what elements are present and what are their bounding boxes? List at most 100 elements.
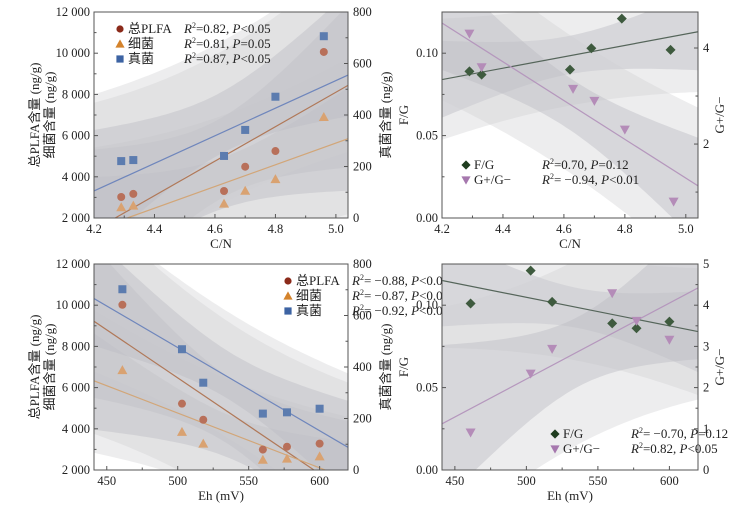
legend-stat: R2=0.70, P=0.12 — [541, 157, 629, 172]
stat-sup: 2 — [360, 288, 364, 297]
y-right-tick-label: 4 — [703, 41, 710, 55]
y-right-axis-label: G+/G− — [712, 348, 727, 385]
legend-marker — [461, 176, 471, 185]
data-point — [668, 197, 679, 207]
data-point — [117, 365, 128, 375]
legend-marker — [550, 445, 560, 454]
data-point — [241, 162, 250, 171]
stat-p-value: =0.12 — [698, 426, 728, 441]
y-left-tick-label: 10 000 — [56, 46, 90, 60]
data-point — [616, 13, 627, 24]
stat-r2-value: =0.82, — [196, 21, 233, 36]
prediction-band — [94, 264, 348, 470]
stat-r2-value: =0.82, — [643, 441, 680, 456]
plot-frame — [441, 11, 699, 219]
plot-background — [442, 12, 698, 218]
legend-stat: R2= −0.94, P<0.01 — [541, 172, 639, 187]
fit-line — [442, 287, 698, 425]
stat-sup: 2 — [360, 303, 364, 312]
stat-r2-value: =0.87, — [196, 51, 233, 66]
data-point — [631, 323, 642, 334]
stat-p-value: =0.05 — [241, 36, 271, 51]
data-point — [128, 200, 139, 210]
data-point — [476, 63, 487, 73]
x-tick-label: 4.4 — [147, 222, 163, 236]
legend-stat: R2= −0.70, P=0.12 — [630, 426, 728, 441]
y-left-tick-label: 0.00 — [416, 211, 438, 225]
y-left-tick-label: 4 000 — [62, 422, 90, 436]
data-point — [315, 404, 324, 413]
stat-sup: 2 — [192, 36, 196, 45]
y-right-tick-label: 0 — [353, 211, 359, 225]
plot-area — [442, 264, 698, 470]
legend-stat: R2=0.81, P=0.05 — [183, 36, 271, 51]
x-axis-label: Eh (mV) — [547, 488, 593, 503]
y-left-axis-label: 细菌含量 (ng/g) — [42, 71, 57, 158]
data-point — [568, 84, 579, 94]
legend-label: 真菌 — [296, 303, 322, 318]
data-point — [665, 44, 676, 55]
stat-sup: 2 — [550, 172, 554, 181]
stat-p: P — [232, 21, 241, 36]
plot-background — [442, 264, 698, 470]
y-right-tick-label: 0 — [703, 463, 709, 477]
stat-r2-value: = −0.92, — [364, 303, 411, 318]
confidence-band — [94, 12, 348, 218]
legend-marker — [115, 39, 125, 48]
y-left-tick-label: 0.05 — [416, 381, 438, 395]
x-axis-label: C/N — [559, 236, 581, 251]
stat-r: R — [351, 288, 360, 303]
legend-marker — [550, 429, 560, 439]
y-right-tick-label: 600 — [353, 309, 372, 323]
y-right-tick-label: 800 — [353, 257, 372, 271]
plot-area — [442, 12, 698, 218]
fit-line — [127, 138, 348, 218]
y-right-tick-label: 400 — [353, 360, 372, 374]
y-left-tick-label: 12 000 — [56, 5, 90, 19]
plot-area — [94, 264, 348, 470]
stat-r: R — [183, 21, 192, 36]
stat-p-value: =0.12 — [599, 157, 629, 172]
x-tick-label: 4.2 — [434, 222, 450, 236]
x-tick-label: 550 — [589, 474, 608, 488]
stat-r2-value: =0.70, — [554, 157, 591, 172]
stat-p: P — [232, 36, 241, 51]
fit-line — [442, 22, 698, 187]
stat-p: P — [689, 426, 698, 441]
y-left-tick-label: 0.00 — [416, 463, 438, 477]
prediction-band — [442, 264, 698, 396]
y-right-tick-label: 2 — [703, 137, 709, 151]
fit-line — [442, 279, 698, 333]
data-point — [282, 442, 291, 451]
data-point — [271, 147, 280, 156]
stat-r2-value: = −0.88, — [364, 273, 411, 288]
y-right-tick-label: 400 — [353, 108, 372, 122]
confidence-band — [442, 264, 698, 470]
data-point — [257, 454, 268, 464]
y-left-axis-label: 细菌含量 (ng/g) — [42, 323, 57, 410]
x-tick-label: 450 — [97, 474, 116, 488]
stat-p-value: <0.05 — [688, 441, 718, 456]
data-point — [118, 300, 127, 309]
x-tick-label: 450 — [445, 474, 464, 488]
y-left-tick-label: 6 000 — [62, 129, 90, 143]
data-point — [476, 69, 487, 80]
confidence-band — [94, 87, 348, 218]
fit-line — [94, 320, 315, 470]
prediction-band — [94, 12, 348, 218]
legend-stat: R2= −0.88, P<0.05 — [351, 273, 449, 288]
y-left-tick-label: 0.10 — [416, 46, 438, 60]
legend-label: G+/G− — [474, 172, 511, 187]
data-point — [129, 156, 138, 165]
data-point — [220, 187, 229, 196]
chart-panel-cn-plfa: 4.2 4.4 4.6 4.8 5.0 C/N 2 000 4 000 6 000 8 000 10… — [27, 5, 393, 251]
stat-sup: 2 — [360, 273, 364, 282]
fit-line — [94, 297, 348, 448]
legend-label: F/G — [563, 426, 583, 441]
fit-line — [442, 31, 698, 81]
legend-label: G+/G− — [563, 441, 600, 456]
data-point — [176, 426, 187, 436]
prediction-band — [442, 264, 698, 470]
y-left-axis-label: F/G — [396, 105, 411, 125]
